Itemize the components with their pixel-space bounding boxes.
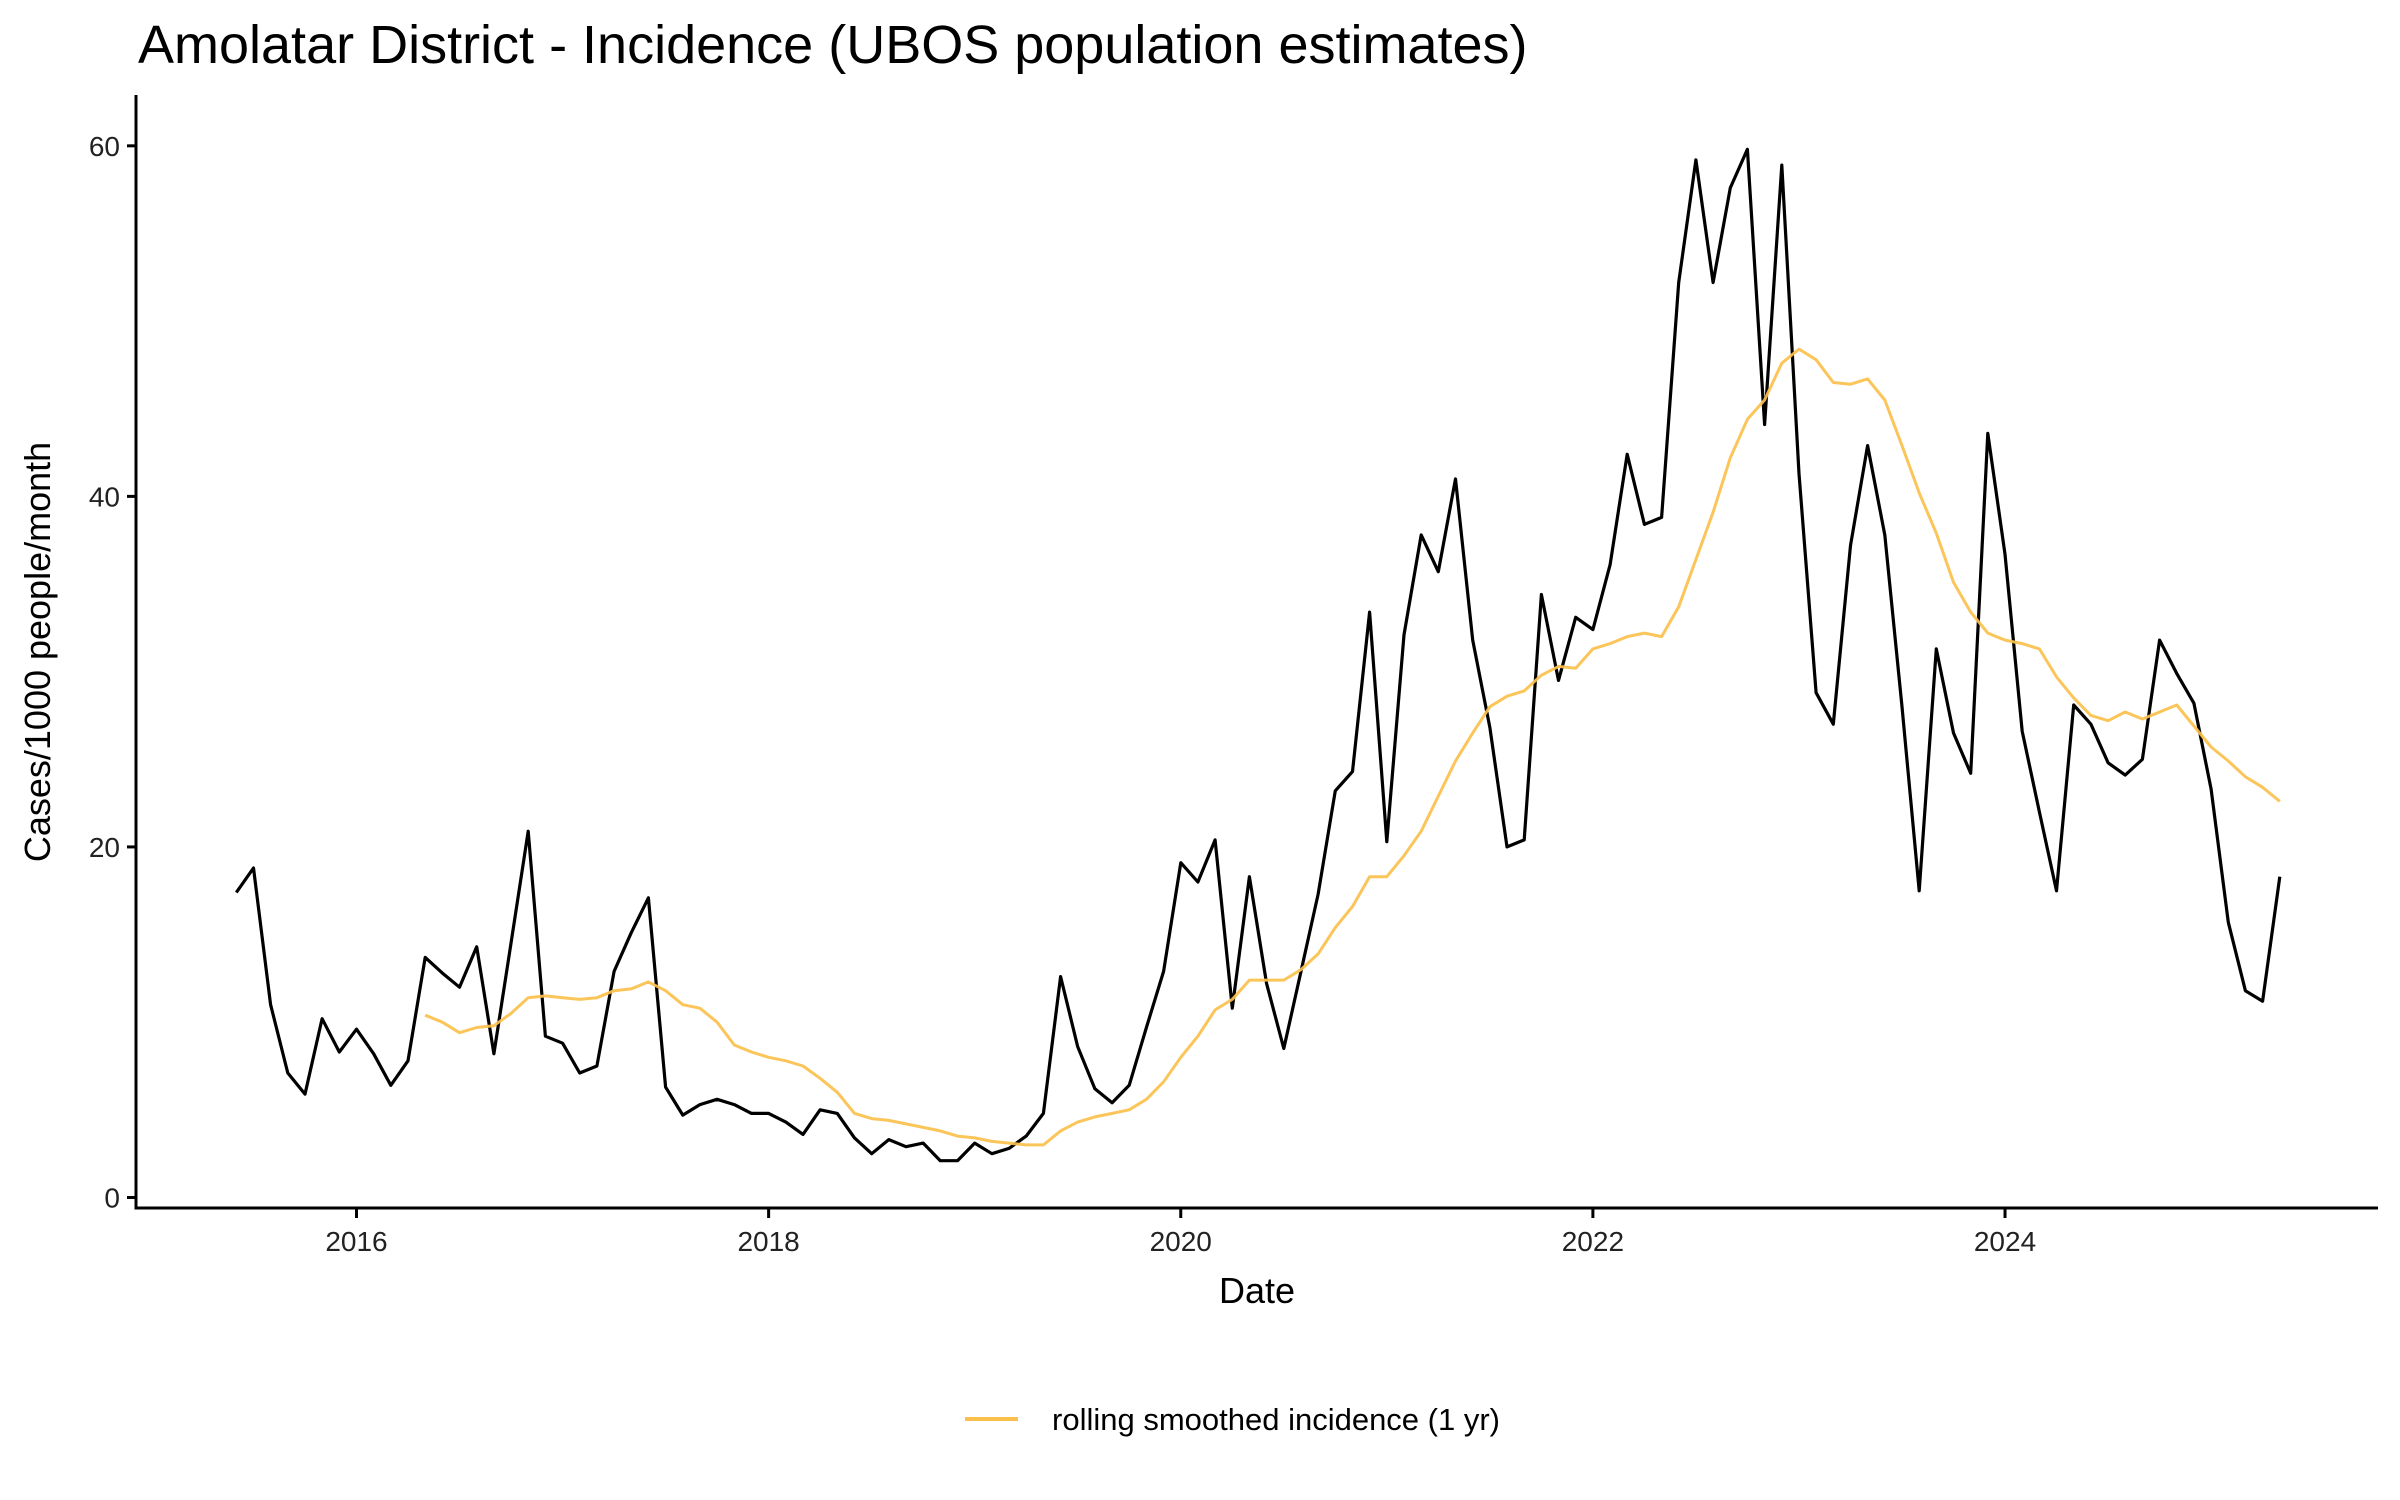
x-tick-label: 2022 xyxy=(1562,1226,1624,1257)
chart-title: Amolatar District - Incidence (UBOS popu… xyxy=(138,15,1528,75)
y-tick-label: 60 xyxy=(89,131,120,162)
legend: rolling smoothed incidence (1 yr) xyxy=(965,1402,1500,1437)
legend-label-rolling: rolling smoothed incidence (1 yr) xyxy=(1052,1402,1500,1437)
x-tick-label: 2020 xyxy=(1150,1226,1212,1257)
x-axis-title: Date xyxy=(1219,1270,1295,1311)
y-tick-label: 40 xyxy=(89,481,120,512)
series-line-incidence xyxy=(234,147,2282,1163)
plot-area xyxy=(234,147,2282,1163)
y-ticks: 0 20 40 60 xyxy=(89,131,136,1213)
x-tick-label: 2018 xyxy=(737,1226,799,1257)
x-ticks: 2016 2018 2020 2022 2024 xyxy=(325,1208,2036,1257)
series-line-rolling-smoothed xyxy=(424,347,2281,1147)
x-tick-label: 2016 xyxy=(325,1226,387,1257)
y-tick-label: 20 xyxy=(89,832,120,863)
y-axis-title: Cases/1000 people/month xyxy=(17,442,58,862)
x-tick-label: 2024 xyxy=(1974,1226,2036,1257)
y-tick-label: 0 xyxy=(104,1182,120,1213)
